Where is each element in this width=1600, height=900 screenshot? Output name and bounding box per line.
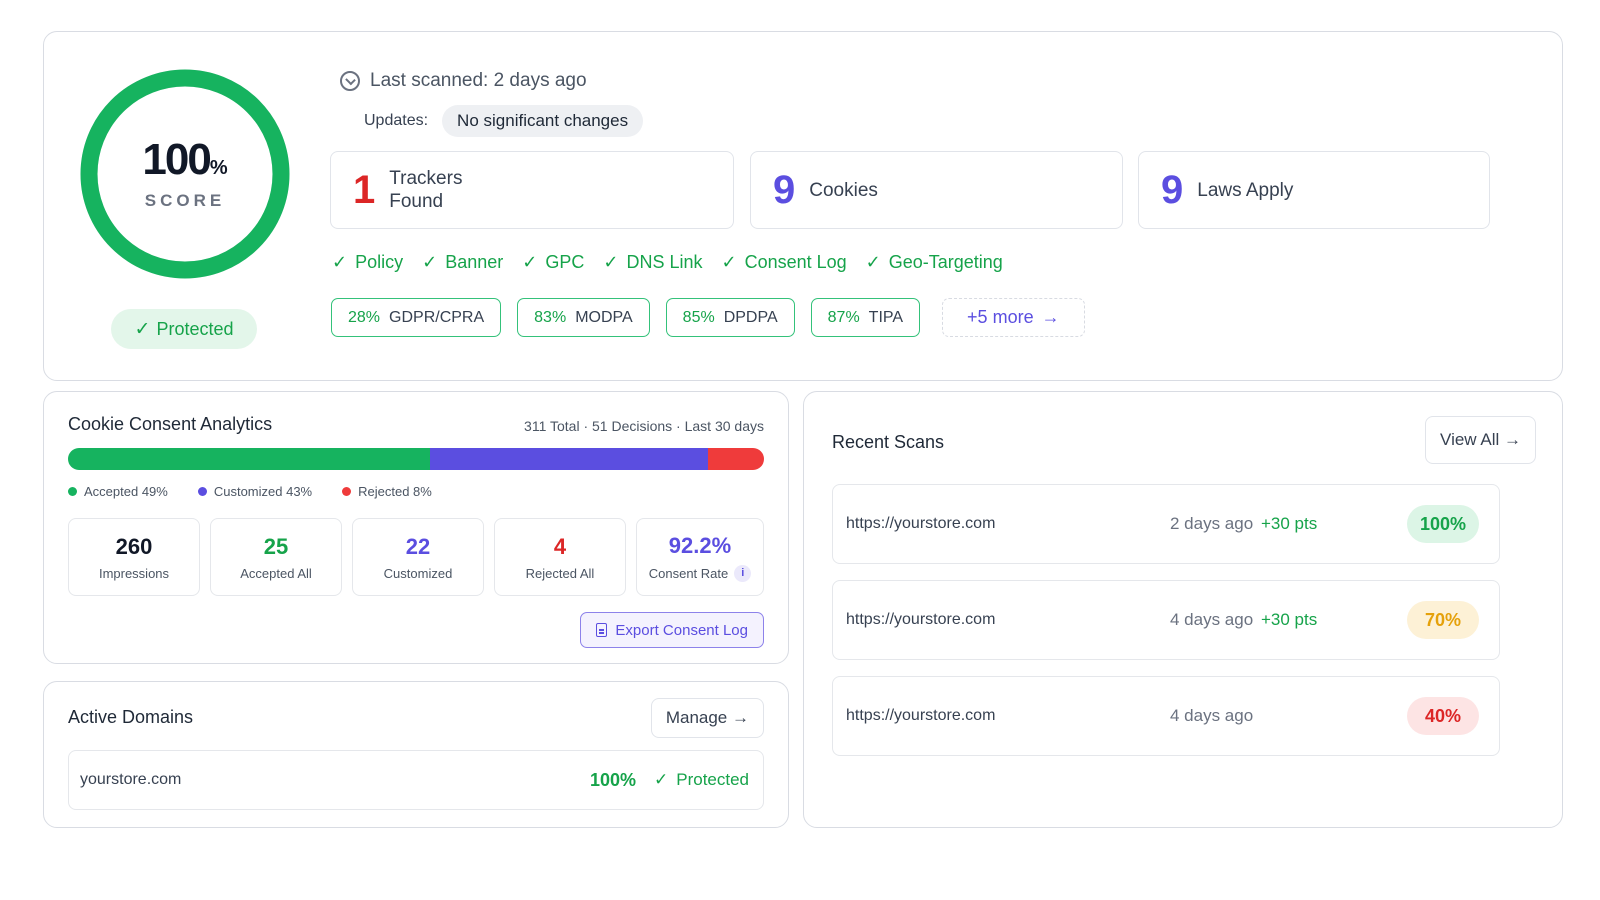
metric-accepted-all: 25 Accepted All — [210, 518, 342, 596]
trackers-label: Trackers Found — [389, 168, 463, 212]
domain-row[interactable]: yourstore.com 100% ✓ Protected — [68, 750, 764, 810]
laws-label: Laws Apply — [1197, 179, 1294, 201]
domain-score: 100% — [589, 769, 636, 790]
legend-dot — [342, 487, 352, 496]
check-icon: ✓ — [865, 252, 881, 272]
analytics-title: Cookie Consent Analytics — [68, 414, 273, 434]
protected-status-badge: ✓ Protected — [111, 309, 257, 349]
updates-label: Updates: — [364, 112, 429, 129]
consent-legend: Accepted 49% Customized 43% Rejected 8% — [68, 484, 432, 499]
scan-score-badge: 100% — [1407, 505, 1479, 543]
check-icon: ✓ — [522, 252, 538, 272]
clock-icon — [340, 71, 360, 91]
customized-segment — [429, 448, 709, 470]
domains-title: Active Domains — [68, 707, 194, 727]
legend-rejected: Rejected 8% — [342, 484, 432, 499]
score-ring-graphic — [80, 69, 290, 279]
check-consent-log: ✓ Consent Log — [721, 252, 847, 272]
cookies-count: 9 — [773, 167, 796, 212]
view-all-scans-button[interactable]: View All → — [1425, 416, 1536, 464]
score-ring: 100% SCORE — [76, 65, 294, 283]
cookies-label: Cookies — [809, 179, 878, 201]
scan-url: https://yourstore.com — [846, 611, 996, 628]
scan-time: 2 days ago — [1170, 514, 1254, 533]
check-icon: ✓ — [721, 252, 737, 272]
scan-time: 4 days ago — [1170, 706, 1254, 725]
legend-customized: Customized 43% — [197, 484, 312, 499]
check-policy: ✓ Policy — [332, 252, 404, 272]
law-pill-gdpr-cpra[interactable]: 28% GDPR/CPRA — [331, 298, 502, 337]
metric-impressions: 260 Impressions — [68, 518, 200, 596]
check-geo-targeting: ✓ Geo-Targeting — [865, 252, 1003, 272]
updates-value-badge: No significant changes — [442, 105, 644, 137]
law-scores: 28% GDPR/CPRA 83% MODPA 85% DPDPA 87% TIPA +… — [331, 298, 1085, 337]
law-pill-dpdpa[interactable]: 85% DPDPA — [665, 298, 795, 337]
score-value: 100% — [142, 135, 228, 184]
check-icon: ✓ — [332, 252, 348, 272]
check-icon: ✓ — [422, 252, 438, 272]
trackers-stat[interactable]: 1 Trackers Found — [330, 151, 734, 229]
consent-analytics-card: Cookie Consent Analytics 311 Total · 51 … — [43, 391, 789, 664]
score-label: SCORE — [144, 191, 226, 210]
recent-scans-card: Recent Scans View All → https://yourstor… — [803, 391, 1563, 828]
check-banner: ✓ Banner — [422, 252, 504, 272]
legend-dot — [197, 487, 207, 496]
scan-score-badge: 70% — [1407, 601, 1479, 639]
domain-status: ✓ Protected — [653, 770, 749, 789]
scan-time: 4 days ago — [1170, 610, 1254, 629]
last-scanned: Last scanned: 2 days ago — [340, 70, 587, 92]
scan-points-delta: +30 pts — [1261, 514, 1318, 533]
consent-metrics: 260 Impressions 25 Accepted All 22 Custo… — [68, 518, 764, 596]
document-icon — [596, 623, 608, 637]
check-gpc: ✓ GPC — [522, 252, 585, 272]
legend-dot — [68, 487, 77, 496]
updates-row: Updates: No significant changes — [364, 105, 644, 137]
check-icon: ✓ — [653, 770, 669, 789]
rejected-segment — [708, 448, 764, 470]
scan-row[interactable]: https://yourstore.com 4 days ago +30 pts… — [832, 580, 1500, 660]
domain-name: yourstore.com — [80, 771, 182, 788]
check-dns-link: ✓ DNS Link — [603, 252, 703, 272]
scan-score-badge: 40% — [1407, 697, 1479, 735]
metric-consent-rate: 92.2% Consent Rate i — [636, 518, 764, 596]
manage-domains-button[interactable]: Manage → — [650, 698, 764, 738]
trackers-count: 1 — [353, 167, 376, 212]
accepted-segment — [68, 448, 430, 470]
law-pill-tipa[interactable]: 87% TIPA — [810, 298, 921, 337]
scan-row[interactable]: https://yourstore.com 2 days ago +30 pts… — [832, 484, 1500, 564]
consent-distribution-bar — [68, 448, 764, 470]
laws-stat[interactable]: 9 Laws Apply — [1138, 151, 1490, 229]
laws-count: 9 — [1161, 167, 1184, 212]
arrow-right-icon: → — [1041, 307, 1060, 327]
export-consent-log-button[interactable]: Export Consent Log — [580, 612, 764, 648]
metric-customized: 22 Customized — [352, 518, 484, 596]
legend-accepted: Accepted 49% — [68, 484, 168, 499]
summary-card: 100% SCORE ✓ Protected Last scanned: 2 d… — [43, 31, 1563, 381]
scan-url: https://yourstore.com — [846, 515, 996, 532]
scans-title: Recent Scans — [832, 432, 945, 452]
scan-row[interactable]: https://yourstore.com 4 days ago 40% — [832, 676, 1500, 756]
analytics-meta: 311 Total · 51 Decisions · Last 30 days — [524, 418, 764, 434]
cookies-stat[interactable]: 9 Cookies — [750, 151, 1123, 229]
metric-rejected-all: 4 Rejected All — [494, 518, 626, 596]
info-icon[interactable]: i — [734, 564, 752, 582]
active-domains-card: Active Domains Manage → yourstore.com 10… — [43, 681, 789, 828]
scan-points-delta: +30 pts — [1261, 610, 1318, 629]
check-icon: ✓ — [134, 318, 151, 340]
scan-url: https://yourstore.com — [846, 707, 996, 724]
check-icon: ✓ — [603, 252, 619, 272]
law-pill-modpa[interactable]: 83% MODPA — [517, 298, 650, 337]
more-laws-button[interactable]: +5 more → — [942, 298, 1085, 337]
compliance-checks: ✓ Policy ✓ Banner ✓ GPC ✓ DNS Link ✓ Consent … — [332, 252, 1003, 273]
